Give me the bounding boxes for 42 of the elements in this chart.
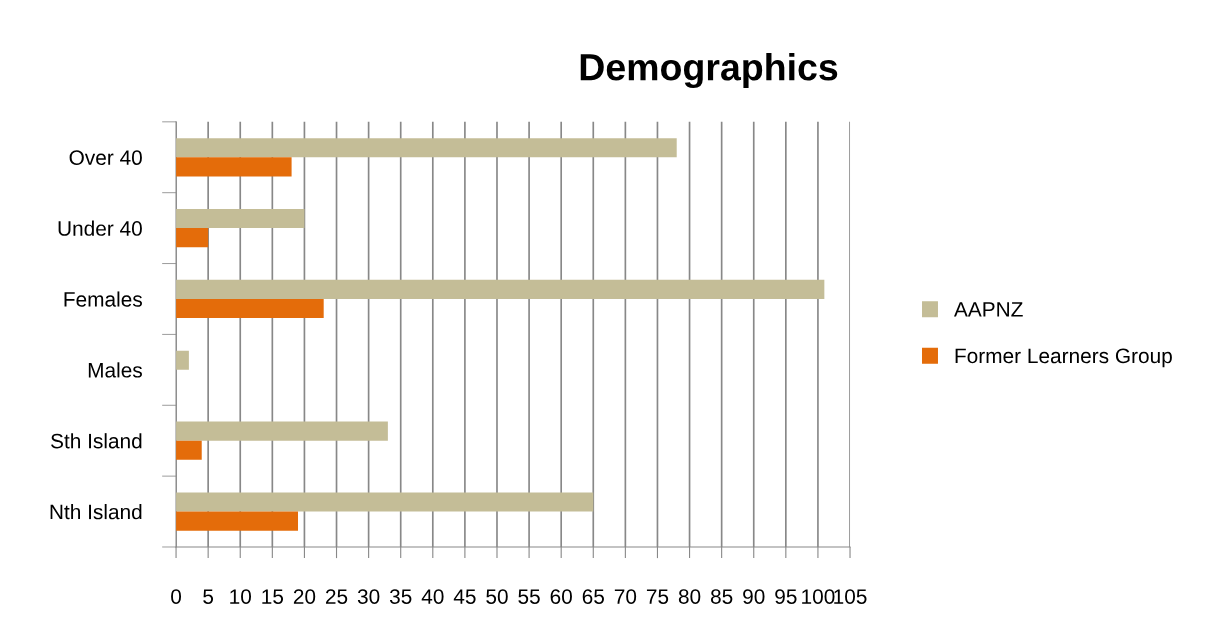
x-tick-label: 105 bbox=[834, 589, 867, 604]
x-tick-label: 30 bbox=[357, 589, 380, 604]
bar bbox=[176, 279, 825, 299]
x-tick-label: 100 bbox=[802, 589, 835, 604]
bar bbox=[176, 440, 202, 460]
legend-label: Former Learners Group bbox=[955, 348, 1172, 368]
x-tick-label: 35 bbox=[389, 589, 412, 604]
x-tick-label: 10 bbox=[230, 589, 252, 604]
bar bbox=[176, 492, 594, 512]
bar bbox=[176, 421, 388, 441]
chart-title: Demographics bbox=[580, 52, 838, 89]
bar bbox=[176, 208, 305, 229]
x-tick-label: 90 bbox=[743, 589, 765, 604]
x-tick-label: 5 bbox=[203, 589, 214, 604]
x-tick-label: 55 bbox=[518, 589, 540, 604]
x-tick-label: 15 bbox=[262, 589, 284, 604]
x-tick-label: 80 bbox=[678, 589, 701, 604]
bar bbox=[176, 138, 677, 158]
x-tick-label: 25 bbox=[325, 589, 348, 604]
bar bbox=[176, 511, 299, 531]
y-tick-label: Nth Island bbox=[50, 504, 142, 520]
x-tick-label: 45 bbox=[453, 589, 476, 604]
x-tick-label: 20 bbox=[293, 589, 316, 604]
legend-label: AAPNZ bbox=[953, 302, 1023, 317]
x-tick-label: 85 bbox=[710, 589, 733, 604]
x-tick-label: 50 bbox=[486, 589, 508, 604]
x-tick-label: 40 bbox=[421, 589, 444, 604]
bar bbox=[176, 298, 324, 319]
y-tick-label: Males bbox=[88, 362, 142, 378]
y-tick-label: Females bbox=[64, 291, 142, 307]
y-tick-label: Sth Island bbox=[51, 433, 142, 449]
x-tick-label: 75 bbox=[646, 589, 669, 604]
y-tick-label: Over 40 bbox=[69, 150, 142, 166]
x-tick-label: 95 bbox=[775, 589, 797, 604]
x-tick-label: 60 bbox=[550, 589, 572, 604]
x-tick-label: 65 bbox=[582, 589, 604, 604]
bar bbox=[176, 228, 209, 248]
bar bbox=[176, 350, 189, 370]
x-tick-label: 0 bbox=[171, 589, 182, 604]
bar bbox=[176, 157, 292, 177]
x-tick-label: 70 bbox=[614, 589, 637, 604]
y-tick-label: Under 40 bbox=[58, 220, 142, 236]
